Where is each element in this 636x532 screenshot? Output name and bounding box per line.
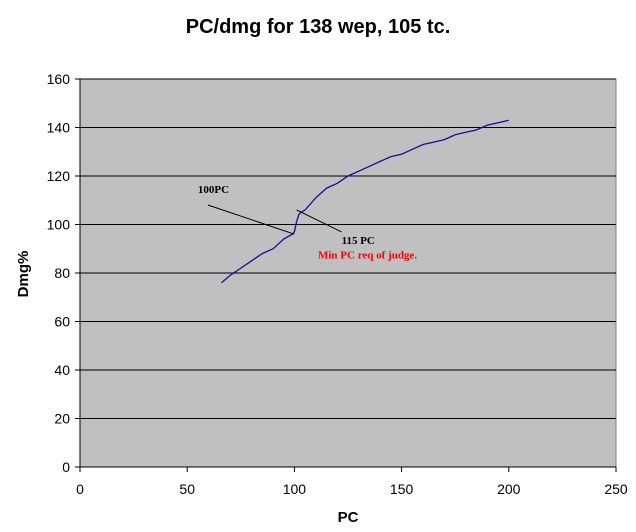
y-tick-label-140: 140: [47, 120, 71, 136]
series-line-0: [221, 119, 509, 284]
y-axis-label: Dmg%: [15, 251, 32, 298]
y-tick-label-60: 60: [54, 314, 70, 330]
x-tick-label-150: 150: [390, 481, 414, 497]
x-tick-label-250: 250: [604, 481, 628, 497]
x-tick-label-200: 200: [497, 481, 521, 497]
annotation-arrow-0: [207, 204, 295, 235]
annotation-label-2: Min PC req of judge.: [318, 249, 417, 261]
x-axis-ticks: 0 50 100 150 200 250: [76, 467, 628, 497]
y-tick-label-40: 40: [54, 362, 70, 378]
annotation-arrow-1: [296, 209, 342, 233]
y-tick-label-120: 120: [47, 168, 71, 184]
x-tick-label-100: 100: [283, 481, 307, 497]
y-tick-label-20: 20: [54, 411, 70, 427]
y-tick-label-100: 100: [47, 217, 71, 233]
x-tick-label-0: 0: [76, 481, 84, 497]
chart-title: PC/dmg for 138 wep, 105 tc.: [186, 16, 451, 38]
y-tick-label-0: 0: [62, 459, 70, 475]
y-tick-label-160: 160: [47, 71, 71, 87]
annotation-label-0: 100PC: [198, 184, 229, 196]
annotations-group: 100PC 115 PC Min PC req of judge.: [198, 184, 417, 261]
annotation-label-1: 115 PC: [342, 235, 375, 247]
y-tick-label-80: 80: [54, 265, 70, 281]
y-axis-ticks: 0 20 40 60 80 100 120 140 160: [47, 71, 80, 475]
x-tick-label-50: 50: [179, 481, 195, 497]
series-group: [221, 119, 509, 284]
x-axis-label: PC: [338, 509, 359, 526]
